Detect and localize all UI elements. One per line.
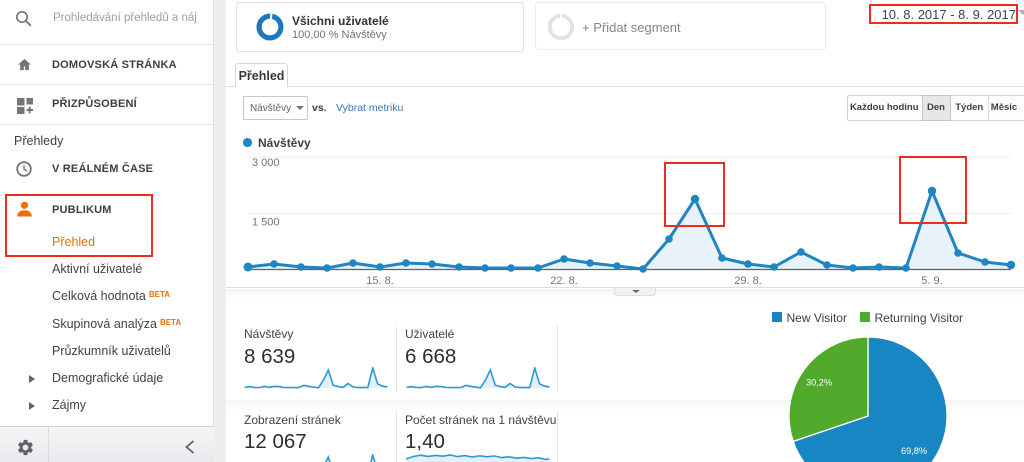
svg-text:30,2%: 30,2% [806, 378, 832, 388]
svg-text:1 500: 1 500 [252, 217, 280, 229]
svg-text:29. 8.: 29. 8. [734, 275, 762, 287]
svg-text:5. 9.: 5. 9. [921, 275, 942, 287]
svg-text:15. 8.: 15. 8. [366, 275, 394, 287]
svg-text:69,8%: 69,8% [901, 446, 927, 456]
svg-text:3 000: 3 000 [252, 157, 280, 169]
svg-text:22. 8.: 22. 8. [550, 275, 578, 287]
